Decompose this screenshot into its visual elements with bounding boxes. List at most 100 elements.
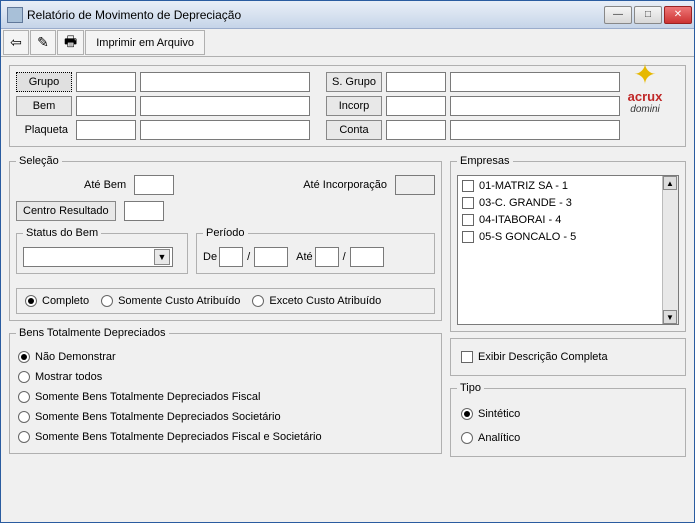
ate-month-input[interactable] [315,247,339,267]
centro-resultado-input[interactable] [124,201,164,221]
plaqueta-desc-input[interactable] [140,120,310,140]
selecao-fieldset: Seleção Até Bem Até Incorporação Centro … [9,155,442,321]
logo-text-2: domini [610,104,680,115]
conta-button[interactable]: Conta [326,120,382,140]
de-month-input[interactable] [219,247,243,267]
bens-fiscal-radio[interactable]: Somente Bens Totalmente Depreciados Fisc… [18,391,433,403]
radio-icon [252,295,264,307]
status-dropdown[interactable]: ▼ [23,247,173,267]
ate-bem-input[interactable] [134,175,174,195]
window-title: Relatório de Movimento de Depreciação [27,8,604,22]
exibir-descricao-checkbox[interactable]: Exibir Descrição Completa [461,351,675,363]
minimize-button[interactable]: — [604,6,632,24]
ate-bem-label: Até Bem [84,179,126,191]
de-year-input[interactable] [254,247,288,267]
checkbox-icon [462,180,474,192]
radio-icon [18,411,30,423]
print-to-file-button[interactable]: Imprimir em Arquivo [85,30,205,55]
sgrupo-desc-input[interactable] [450,72,620,92]
conta-code-input[interactable] [386,120,446,140]
radio-icon [461,432,473,444]
window-controls: — □ ✕ [604,6,692,24]
custo-somente-radio[interactable]: Somente Custo Atribuído [101,295,240,307]
plaqueta-code-input[interactable] [76,120,136,140]
empresa-item-1[interactable]: 03-C. GRANDE - 3 [462,197,674,209]
tipo-fieldset: Tipo Sintético Analítico [450,382,686,457]
status-legend: Status do Bem [23,227,101,239]
empresa-item-2[interactable]: 04-ITABORAI - 4 [462,214,674,226]
radio-icon [18,351,30,363]
bens-fieldset: Bens Totalmente Depreciados Não Demonstr… [9,327,442,454]
scroll-up-icon[interactable]: ▲ [663,176,677,190]
custo-exceto-radio[interactable]: Exceto Custo Atribuído [252,295,381,307]
grupo-code-input[interactable] [76,72,136,92]
empresa-item-0[interactable]: 01-MATRIZ SA - 1 [462,180,674,192]
checkbox-icon [462,197,474,209]
chevron-down-icon: ▼ [154,249,170,265]
radio-icon [101,295,113,307]
grupo-desc-input[interactable] [140,72,310,92]
radio-icon [25,295,37,307]
ate-incorp-input[interactable] [395,175,435,195]
brand-logo: ✦ acrux domini [610,61,680,125]
centro-resultado-button[interactable]: Centro Resultado [16,201,116,221]
ate-incorp-label: Até Incorporação [303,179,387,191]
empresa-item-3[interactable]: 05-S GONCALO - 5 [462,231,674,243]
empresas-fieldset: Empresas 01-MATRIZ SA - 1 03-C. GRANDE -… [450,155,686,332]
custo-completo-radio[interactable]: Completo [25,295,89,307]
app-icon [7,7,23,23]
ate-year-input[interactable] [350,247,384,267]
ate-label: Até [296,251,313,263]
selecao-legend: Seleção [16,155,62,167]
star-icon: ✦ [610,61,680,89]
status-fieldset: Status do Bem ▼ [16,227,188,274]
maximize-button[interactable]: □ [634,6,662,24]
filter-panel: Grupo S. Grupo Bem Incorp Plaqueta [9,65,686,147]
window-frame: Relatório de Movimento de Depreciação — … [0,0,695,523]
close-button[interactable]: ✕ [664,6,692,24]
bens-todos-radio[interactable]: Mostrar todos [18,371,433,383]
incorp-button[interactable]: Incorp [326,96,382,116]
bem-desc-input[interactable] [140,96,310,116]
grupo-button[interactable]: Grupo [16,72,72,92]
incorp-code-input[interactable] [386,96,446,116]
plaqueta-label: Plaqueta [16,124,72,136]
scroll-down-icon[interactable]: ▼ [663,310,677,324]
toolbar: ⇦ ✎ 🖶 Imprimir em Arquivo [1,29,694,57]
exit-icon: ⇦ [10,34,22,51]
exibir-panel: Exibir Descrição Completa [450,338,686,376]
empresas-legend: Empresas [457,155,513,167]
form-area: ✦ acrux domini Grupo S. Grupo Bem Incorp [1,57,694,522]
printer-icon: 🖶 [64,31,77,55]
logo-text-1: acrux [610,89,680,104]
radio-icon [461,408,473,420]
tipo-sintetico-radio[interactable]: Sintético [461,408,675,420]
bens-ambos-radio[interactable]: Somente Bens Totalmente Depreciados Fisc… [18,431,433,443]
edit-button[interactable]: ✎ [30,30,56,55]
bens-nao-radio[interactable]: Não Demonstrar [18,351,433,363]
pencil-icon: ✎ [37,34,49,51]
empresas-listbox[interactable]: 01-MATRIZ SA - 1 03-C. GRANDE - 3 04-ITA… [457,175,679,325]
de-label: De [203,251,217,263]
radio-icon [18,391,30,403]
conta-desc-input[interactable] [450,120,620,140]
checkbox-icon [461,351,473,363]
bem-code-input[interactable] [76,96,136,116]
checkbox-icon [462,214,474,226]
exit-button[interactable]: ⇦ [3,30,29,55]
incorp-desc-input[interactable] [450,96,620,116]
bem-button[interactable]: Bem [16,96,72,116]
checkbox-icon [462,231,474,243]
bens-legend: Bens Totalmente Depreciados [16,327,169,339]
radio-icon [18,431,30,443]
tipo-analitico-radio[interactable]: Analítico [461,432,675,444]
periodo-legend: Período [203,227,248,239]
sgrupo-code-input[interactable] [386,72,446,92]
bens-societ-radio[interactable]: Somente Bens Totalmente Depreciados Soci… [18,411,433,423]
titlebar: Relatório de Movimento de Depreciação — … [1,1,694,29]
periodo-fieldset: Período De / Até / [196,227,435,274]
radio-icon [18,371,30,383]
print-button[interactable]: 🖶 [57,30,84,55]
scrollbar[interactable]: ▲ ▼ [662,176,678,324]
sgrupo-button[interactable]: S. Grupo [326,72,382,92]
